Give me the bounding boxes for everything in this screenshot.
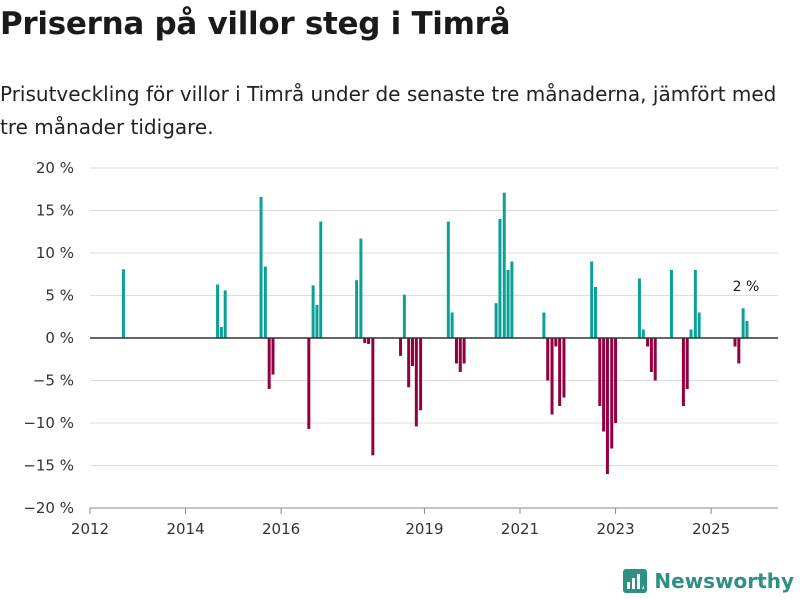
bar — [271, 338, 275, 375]
bar — [419, 338, 423, 411]
bar — [454, 338, 458, 364]
bar — [733, 338, 737, 347]
bar — [355, 280, 359, 338]
bar — [649, 338, 653, 372]
x-tick-label: 2023 — [596, 520, 634, 538]
y-tick-label: −20 % — [23, 499, 74, 517]
bar — [446, 221, 450, 338]
x-tick-label: 2021 — [501, 520, 539, 538]
x-tick-label: 2014 — [166, 520, 204, 538]
bar — [593, 287, 597, 338]
bar — [414, 338, 418, 427]
bar — [371, 338, 375, 456]
bar — [610, 338, 614, 449]
bar — [363, 338, 367, 344]
y-tick-label: 0 % — [45, 329, 74, 347]
bar — [359, 238, 363, 338]
bar — [745, 321, 749, 338]
bar — [402, 294, 406, 338]
bar — [407, 338, 411, 388]
bar — [506, 270, 510, 338]
bar — [646, 338, 650, 347]
chart-title: Priserna på villor steg i Timrå — [0, 6, 511, 42]
bar — [267, 338, 271, 389]
bar — [681, 338, 685, 406]
bar — [637, 278, 641, 338]
bar — [550, 338, 554, 415]
bar — [259, 196, 263, 338]
y-tick-label: 15 % — [36, 202, 74, 220]
x-tick-label: 2025 — [692, 520, 730, 538]
bars — [121, 192, 749, 474]
bar — [458, 338, 462, 372]
bar — [411, 338, 414, 367]
bar — [693, 270, 697, 338]
axes — [89, 337, 778, 514]
bar — [311, 285, 315, 338]
bar — [554, 338, 558, 347]
bar — [558, 338, 562, 406]
bar — [502, 192, 506, 338]
y-tick-label: −5 % — [33, 372, 74, 390]
bar — [605, 338, 609, 474]
bar — [669, 270, 673, 338]
bar — [319, 221, 323, 338]
x-tick-label: 2019 — [405, 520, 443, 538]
bar — [223, 290, 227, 338]
bar — [562, 338, 566, 398]
y-tick-label: 5 % — [45, 287, 74, 305]
y-tick-label: 10 % — [36, 244, 74, 262]
bar — [697, 312, 701, 338]
bar — [641, 329, 645, 338]
bar — [367, 338, 371, 344]
bar — [307, 338, 311, 429]
bar — [216, 284, 220, 338]
bar — [510, 261, 514, 338]
bar — [614, 338, 618, 423]
y-tick-label: −15 % — [23, 457, 74, 475]
bar — [450, 312, 454, 338]
bar — [598, 338, 602, 406]
bar — [737, 338, 741, 364]
bar — [590, 261, 594, 338]
bar — [685, 338, 689, 389]
bar — [546, 338, 550, 381]
data-label: 2 % — [733, 279, 760, 295]
x-tick-label: 2012 — [71, 520, 109, 538]
bar — [602, 338, 606, 432]
bar — [121, 269, 125, 338]
gridlines — [90, 167, 778, 466]
tick-labels: 20 % 15 % 10 % 5 % 0 % −5 % −10 % −15 % −20 % 201… — [23, 159, 759, 538]
bar — [219, 326, 223, 338]
bar — [263, 266, 267, 338]
chart-subtitle: Prisutveckling för villor i Timrå under … — [0, 82, 777, 139]
bar — [462, 338, 466, 364]
newsworthy-logo-icon — [623, 569, 648, 593]
bar — [498, 219, 502, 338]
brand-name: Newsworthy — [654, 569, 794, 593]
bar — [399, 338, 403, 356]
bar — [494, 303, 498, 338]
y-tick-label: −10 % — [23, 414, 74, 432]
bar — [542, 312, 546, 338]
bar — [689, 329, 693, 338]
bar — [653, 338, 657, 381]
bar — [741, 308, 745, 338]
bar — [315, 304, 319, 338]
y-tick-label: 20 % — [36, 159, 74, 177]
brand-logo: Newsworthy — [622, 568, 794, 594]
x-tick-label: 2016 — [262, 520, 300, 538]
